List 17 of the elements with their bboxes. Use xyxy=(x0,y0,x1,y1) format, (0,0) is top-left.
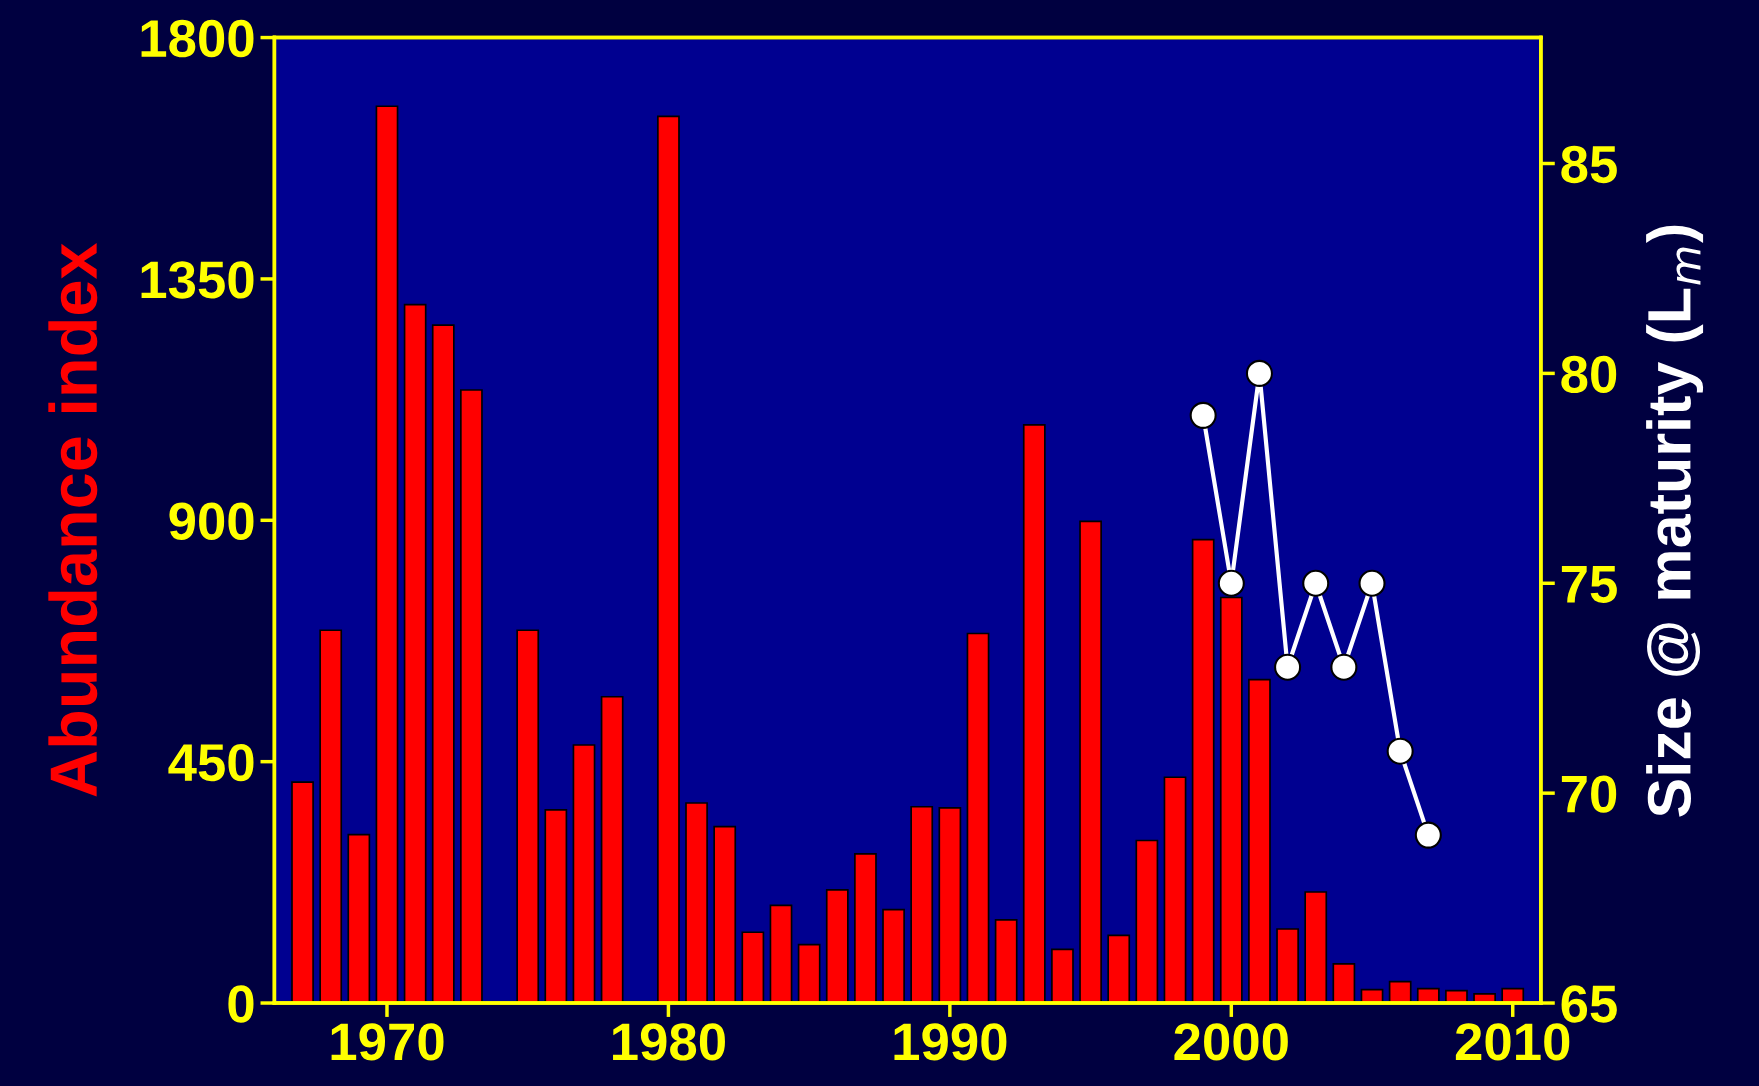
y2-tick-label: 65 xyxy=(1561,985,1617,1023)
y-tick-label: 450 xyxy=(168,743,254,782)
y-tick-label: 1350 xyxy=(141,261,254,299)
y2-tick-label: 70 xyxy=(1561,775,1617,813)
x-tick-label: 2000 xyxy=(1174,1023,1288,1061)
x-tick-label: 2010 xyxy=(1455,1023,1570,1061)
y2-tick-label: 85 xyxy=(1561,145,1617,184)
y-tick-label: 900 xyxy=(169,502,254,540)
y-axis-title: Abundance index xyxy=(48,242,98,797)
x-tick-label: 1970 xyxy=(331,1023,444,1061)
y2-axis-title: Size @ maturity (L$_{m}$) xyxy=(1646,225,1704,817)
y-tick-label: 1800 xyxy=(141,19,254,58)
x-tick-label: 1990 xyxy=(894,1023,1007,1061)
x-tick-label: 1980 xyxy=(613,1023,725,1061)
y2-tick-label: 80 xyxy=(1561,355,1617,394)
y-tick-label: 0 xyxy=(228,985,254,1023)
y2-tick-label: 75 xyxy=(1561,566,1617,603)
